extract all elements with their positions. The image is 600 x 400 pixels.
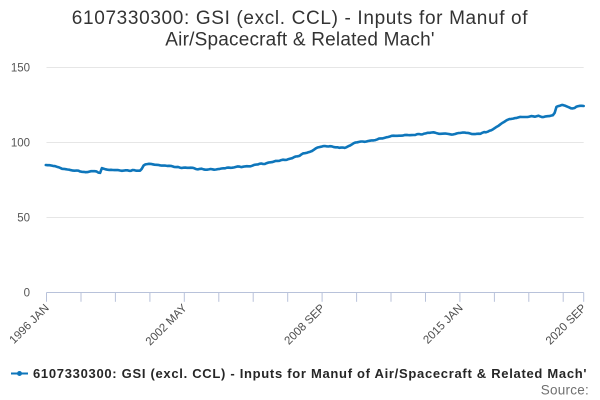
svg-text:1996 JAN: 1996 JAN [8,302,52,346]
svg-text:6107330300: GSI (excl. CCL) -: 6107330300: GSI (excl. CCL) - Inputs for… [72,8,528,29]
svg-text:2002 MAY: 2002 MAY [144,302,190,348]
svg-text:6107330300: GSI (excl. CCL) -: 6107330300: GSI (excl. CCL) - Inputs for… [33,366,587,381]
svg-text:50: 50 [17,213,30,225]
svg-text:150: 150 [11,63,30,75]
svg-text:Source:: Source: [541,383,589,398]
svg-text:2015 JAN: 2015 JAN [421,302,465,346]
svg-text:2020 SEP: 2020 SEP [544,302,589,347]
svg-text:0: 0 [24,288,30,300]
svg-text:100: 100 [11,138,30,150]
svg-text:Air/Spacecraft & Related Mach': Air/Spacecraft & Related Mach' [165,30,434,51]
svg-text:2008 SEP: 2008 SEP [283,302,328,347]
